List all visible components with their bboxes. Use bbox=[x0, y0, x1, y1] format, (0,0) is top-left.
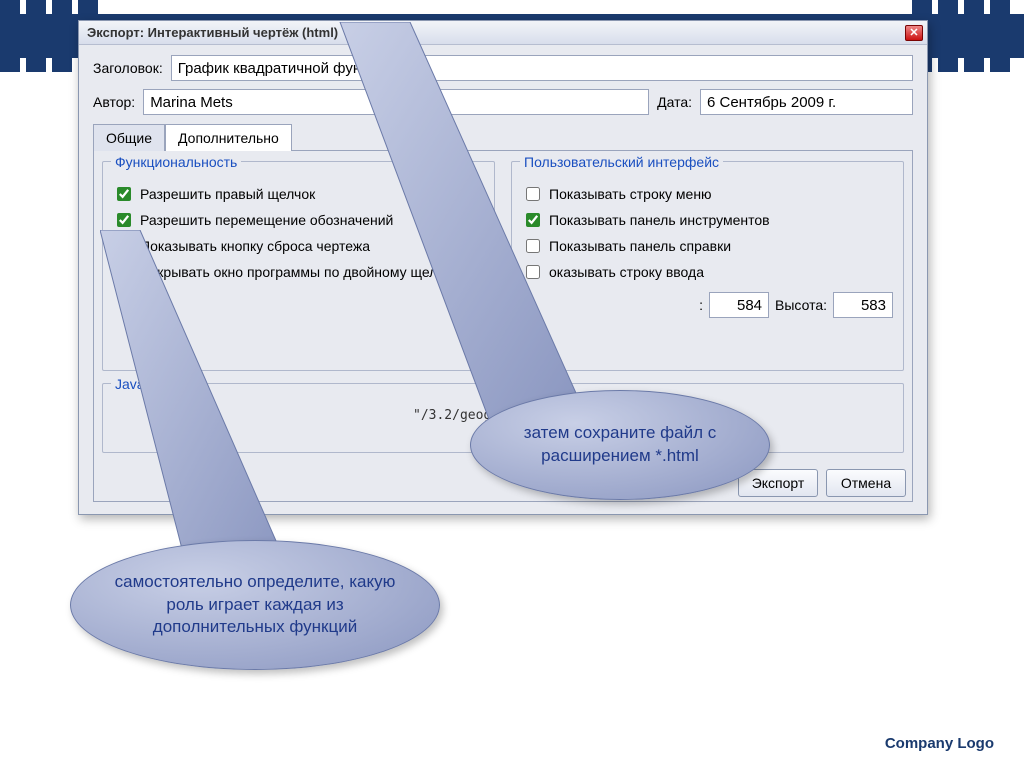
callout-left-tail bbox=[100, 230, 320, 590]
callout-right-text: затем сохраните файл с расширением *.htm… bbox=[499, 422, 741, 468]
date-label: Дата: bbox=[657, 94, 692, 110]
callout-left-text: самостоятельно определите, какую роль иг… bbox=[99, 571, 411, 640]
width-trailing-colon: : bbox=[699, 297, 703, 313]
height-input[interactable] bbox=[833, 292, 893, 318]
func-checkbox-1[interactable] bbox=[117, 213, 131, 227]
author-label: Автор: bbox=[93, 94, 135, 110]
width-input[interactable] bbox=[709, 292, 769, 318]
date-input[interactable] bbox=[700, 89, 913, 115]
tab-advanced[interactable]: Дополнительно bbox=[165, 124, 292, 151]
tab-general[interactable]: Общие bbox=[93, 124, 165, 151]
export-button[interactable]: Экспорт bbox=[738, 469, 818, 497]
cancel-button[interactable]: Отмена bbox=[826, 469, 906, 497]
group-functionality-title: Функциональность bbox=[111, 154, 241, 170]
func-label-0: Разрешить правый щелчок bbox=[140, 186, 315, 202]
callout-right: затем сохраните файл с расширением *.htm… bbox=[470, 390, 770, 500]
footer-logo: Company Logo bbox=[885, 735, 994, 752]
close-icon[interactable]: ✕ bbox=[905, 25, 923, 41]
func-checkbox-0[interactable] bbox=[117, 187, 131, 201]
title-label: Заголовок: bbox=[93, 60, 163, 76]
callout-left: самостоятельно определите, какую роль иг… bbox=[70, 540, 440, 670]
callout-right-tail bbox=[330, 22, 610, 442]
height-label: Высота: bbox=[775, 297, 827, 313]
